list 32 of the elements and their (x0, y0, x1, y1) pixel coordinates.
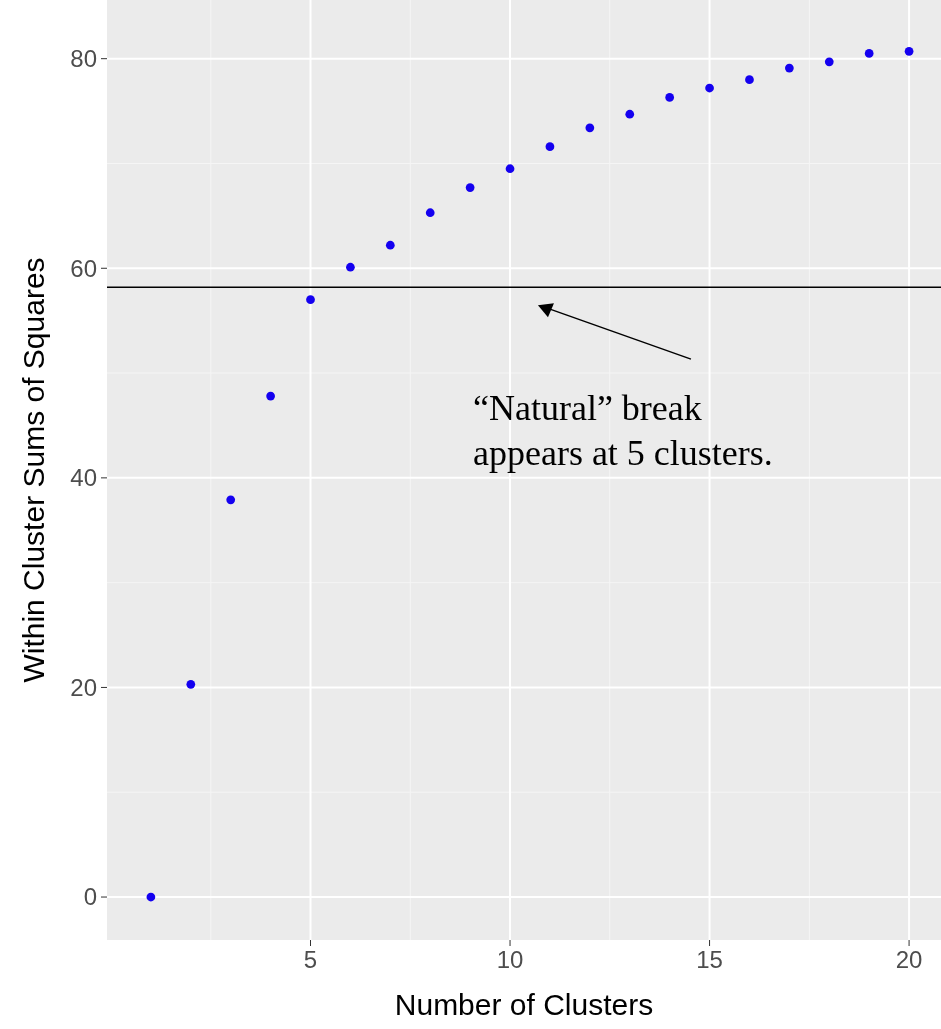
y-tick-label: 60 (70, 254, 97, 282)
x-tick-label: 5 (303, 946, 318, 973)
point (784, 63, 794, 73)
point (745, 75, 754, 84)
point (186, 679, 196, 689)
point (545, 142, 555, 152)
y-tick-label: 20 (70, 673, 97, 701)
y-tick-label: 0 (83, 883, 97, 911)
point (904, 46, 914, 56)
point (864, 49, 874, 58)
point (346, 262, 355, 272)
point (306, 295, 315, 305)
point (425, 208, 435, 218)
point (705, 83, 714, 93)
point (625, 109, 635, 119)
x-tick-label: 10 (496, 946, 524, 973)
point (146, 892, 156, 902)
y-tick-label: 40 (70, 464, 97, 492)
point (824, 57, 834, 67)
annotation: “Natural” break appears at 5 clusters. (472, 388, 773, 474)
x-axis-title: Number of Clusters (394, 988, 654, 1021)
y-tick-label: 80 (70, 45, 97, 73)
point (505, 164, 515, 174)
point (585, 123, 595, 133)
point (385, 240, 395, 250)
point (465, 183, 475, 192)
point (665, 93, 675, 102)
y-axis-title: Within Cluster Sums of Squares (17, 257, 50, 683)
point (226, 495, 236, 505)
point (266, 391, 275, 401)
x-tick-label: 20 (895, 946, 923, 973)
x-tick-label: 15 (696, 946, 723, 973)
